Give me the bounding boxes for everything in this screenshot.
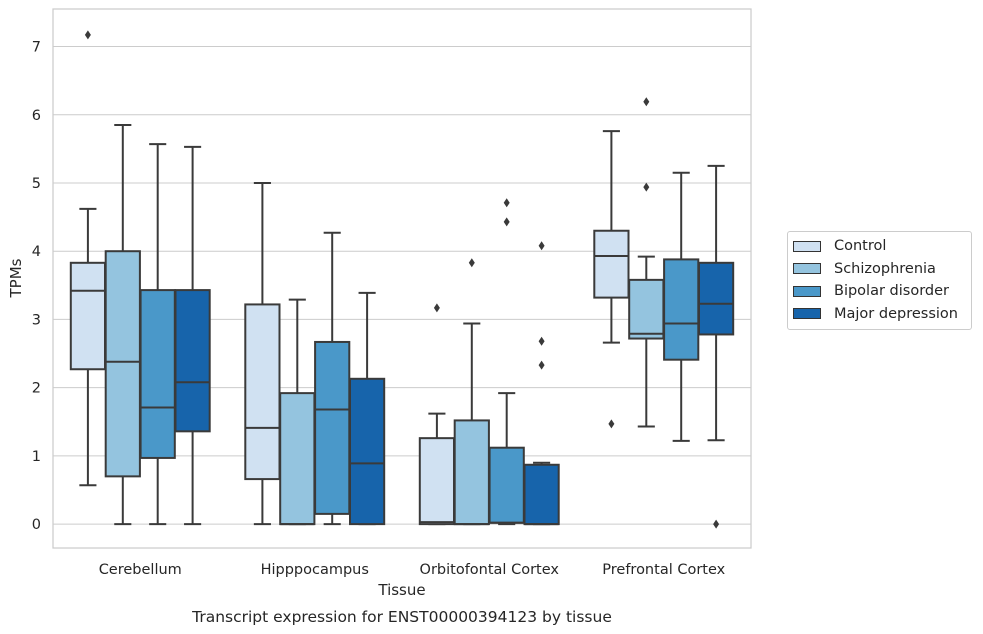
outlier-point — [608, 419, 615, 429]
outlier-point — [503, 217, 510, 227]
iqr-box — [314, 340, 351, 515]
iqr-box — [523, 463, 560, 526]
legend-label: Schizophrenia — [834, 260, 936, 277]
y-tick-label-1: 1 — [32, 449, 41, 465]
outlier-point — [433, 303, 440, 313]
iqr-box — [139, 289, 176, 459]
iqr-box — [593, 229, 630, 299]
legend-label: Major depression — [834, 305, 958, 322]
legend-item-0: Control — [788, 235, 971, 258]
box-0-1 — [244, 181, 281, 526]
iqr-box — [628, 278, 665, 340]
y-tick-labels: 0 1 2 3 4 5 6 7 — [32, 40, 41, 534]
x-tick-label-0: Cerebellum — [99, 562, 182, 578]
box-2-1 — [314, 231, 351, 526]
iqr-box — [348, 377, 386, 526]
chart-title: Transcript expression for ENST0000039412… — [191, 608, 612, 626]
legend: Control Schizophrenia Bipolar disorder Majo… — [787, 231, 972, 330]
outlier-point — [538, 336, 545, 346]
legend-swatch — [793, 263, 821, 275]
box-3-3 — [697, 164, 735, 529]
outlier-point — [468, 258, 475, 268]
box-1-3 — [628, 97, 665, 428]
outlier-point — [713, 519, 720, 529]
y-tick-label-3: 3 — [32, 312, 41, 328]
box-2-0 — [139, 143, 176, 526]
box-0-0 — [69, 30, 107, 487]
y-tick-label-0: 0 — [32, 517, 41, 533]
legend-swatch — [793, 285, 821, 297]
box-plot-series — [69, 30, 735, 529]
y-tick-label-2: 2 — [32, 381, 41, 397]
outlier-point — [538, 241, 545, 251]
iqr-box — [663, 258, 700, 361]
x-tick-labels: Cerebellum Hipppocampus Orbitofontal Corte… — [99, 562, 726, 578]
legend-item-3: Major depression — [788, 303, 971, 326]
legend-item-2: Bipolar disorder — [788, 280, 971, 303]
box-2-3 — [663, 171, 700, 442]
iqr-box — [174, 289, 211, 433]
box-0-3 — [593, 130, 630, 429]
y-tick-label-4: 4 — [32, 244, 41, 260]
box-3-1 — [348, 291, 386, 526]
x-axis-label: Tissue — [377, 581, 425, 599]
box-1-2 — [453, 258, 490, 526]
legend-swatch — [793, 308, 821, 320]
y-tick-label-5: 5 — [32, 176, 41, 192]
box-1-0 — [104, 123, 141, 526]
iqr-box — [244, 303, 281, 481]
x-tick-label-1: Hipppocampus — [261, 562, 369, 578]
box-0-2 — [418, 303, 456, 526]
iqr-box — [488, 446, 525, 524]
box-3-0 — [174, 145, 211, 526]
x-tick-label-3: Prefrontal Cortex — [602, 562, 725, 578]
box-3-2 — [523, 241, 560, 526]
iqr-box — [453, 419, 490, 526]
legend-item-1: Schizophrenia — [788, 258, 971, 281]
iqr-box — [69, 261, 107, 371]
x-tick-label-2: Orbitofontal Cortex — [420, 562, 560, 578]
outlier-point — [84, 30, 91, 40]
outlier-point — [538, 360, 545, 370]
iqr-box — [279, 392, 316, 526]
y-tick-label-6: 6 — [32, 108, 41, 124]
legend-label: Control — [834, 238, 887, 255]
box-2-2 — [488, 198, 525, 526]
outlier-point — [503, 198, 510, 208]
box-1-1 — [279, 298, 316, 526]
iqr-box — [104, 250, 141, 478]
legend-label: Bipolar disorder — [834, 283, 949, 300]
iqr-box — [697, 261, 735, 336]
iqr-box — [418, 437, 456, 526]
y-tick-label-7: 7 — [32, 40, 41, 56]
outlier-point — [643, 182, 650, 192]
outlier-point — [643, 97, 650, 107]
y-axis-label: TPMs — [7, 258, 25, 298]
plot-frame — [52, 8, 752, 549]
legend-swatch — [793, 240, 821, 252]
